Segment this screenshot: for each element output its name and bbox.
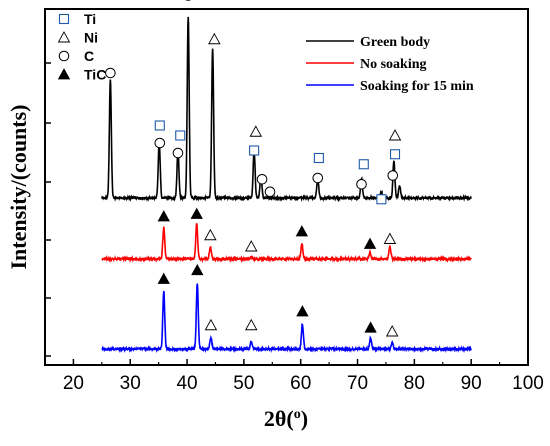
- marker-triangle-open: [249, 125, 263, 137]
- marker-circle: [105, 67, 116, 79]
- series-line: [101, 223, 472, 264]
- marker-square: [358, 159, 369, 170]
- marker-square: [58, 13, 70, 25]
- x-tick-label: 60: [290, 373, 311, 394]
- x-tick-label: 70: [347, 373, 368, 394]
- marker-square: [389, 149, 401, 160]
- marker-triangle-open: [204, 318, 218, 331]
- marker-triangle-filled: [190, 207, 203, 219]
- marker-triangle-open: [57, 31, 71, 43]
- marker-circle: [356, 178, 367, 190]
- marker-circle: [58, 50, 70, 62]
- marker-triangle-open: [245, 318, 258, 331]
- plot-frame: [44, 8, 529, 366]
- x-tick-label: 80: [404, 373, 425, 394]
- marker-legend: Ti Ni C TiC: [57, 11, 106, 83]
- marker-square: [376, 194, 387, 205]
- x-tick-label: 90: [461, 373, 482, 394]
- marker-triangle-filled: [296, 305, 309, 317]
- marker-square: [313, 152, 324, 164]
- marker-circle: [154, 137, 166, 149]
- y-axis: [45, 62, 51, 357]
- series-layer: [101, 16, 472, 354]
- marker-legend-label: Ni: [84, 30, 98, 46]
- marker-circle: [387, 170, 399, 181]
- series-line: [101, 283, 472, 354]
- marker-triangle-filled: [57, 68, 71, 80]
- marker-triangle-open: [245, 240, 258, 252]
- marker-triangle-filled: [157, 272, 170, 284]
- marker-circle: [256, 173, 268, 185]
- marker-triangle-filled: [364, 321, 377, 333]
- marker-legend-label: Ti: [84, 11, 96, 27]
- y-axis-title: Intensity/(counts): [6, 104, 31, 269]
- x-tick-label: 30: [120, 373, 141, 394]
- marker-triangle-open: [383, 232, 397, 244]
- marker-square: [175, 130, 186, 141]
- x-tick-label: 100: [512, 373, 544, 394]
- x-tick-label: 50: [233, 373, 254, 394]
- marker-legend-label: TiC: [84, 67, 106, 83]
- marker-triangle-open: [204, 228, 217, 241]
- marker-triangle-filled: [191, 263, 204, 276]
- marker-circle: [312, 172, 324, 184]
- legend-label: Soaking for 15 min: [360, 79, 474, 94]
- series-legend: Green body No soaking Soaking for 15 min: [306, 35, 474, 94]
- marker-triangle-open: [208, 32, 221, 45]
- x-tick-label: 40: [176, 373, 197, 394]
- marker-triangle-filled: [157, 210, 170, 222]
- x-axis-title-superscript: o: [294, 407, 301, 422]
- marker-circle: [264, 186, 276, 198]
- legend-label: No soaking: [360, 57, 427, 72]
- x-axis: 20 30 40 50 60 70 80 90 100: [63, 359, 544, 394]
- marker-triangle-open: [385, 325, 399, 337]
- x-axis-title: 2θ(o): [264, 406, 308, 431]
- marker-square: [249, 145, 260, 156]
- phase-markers: [105, 0, 402, 337]
- marker-circle: [172, 147, 184, 159]
- series-line: [101, 16, 472, 203]
- marker-triangle-filled: [363, 237, 377, 249]
- legend-label: Green body: [360, 35, 430, 50]
- marker-square: [154, 120, 165, 131]
- marker-legend-label: C: [84, 48, 94, 64]
- marker-triangle-filled: [295, 225, 309, 237]
- marker-triangle-open: [388, 129, 402, 141]
- x-tick-label: 20: [63, 373, 84, 394]
